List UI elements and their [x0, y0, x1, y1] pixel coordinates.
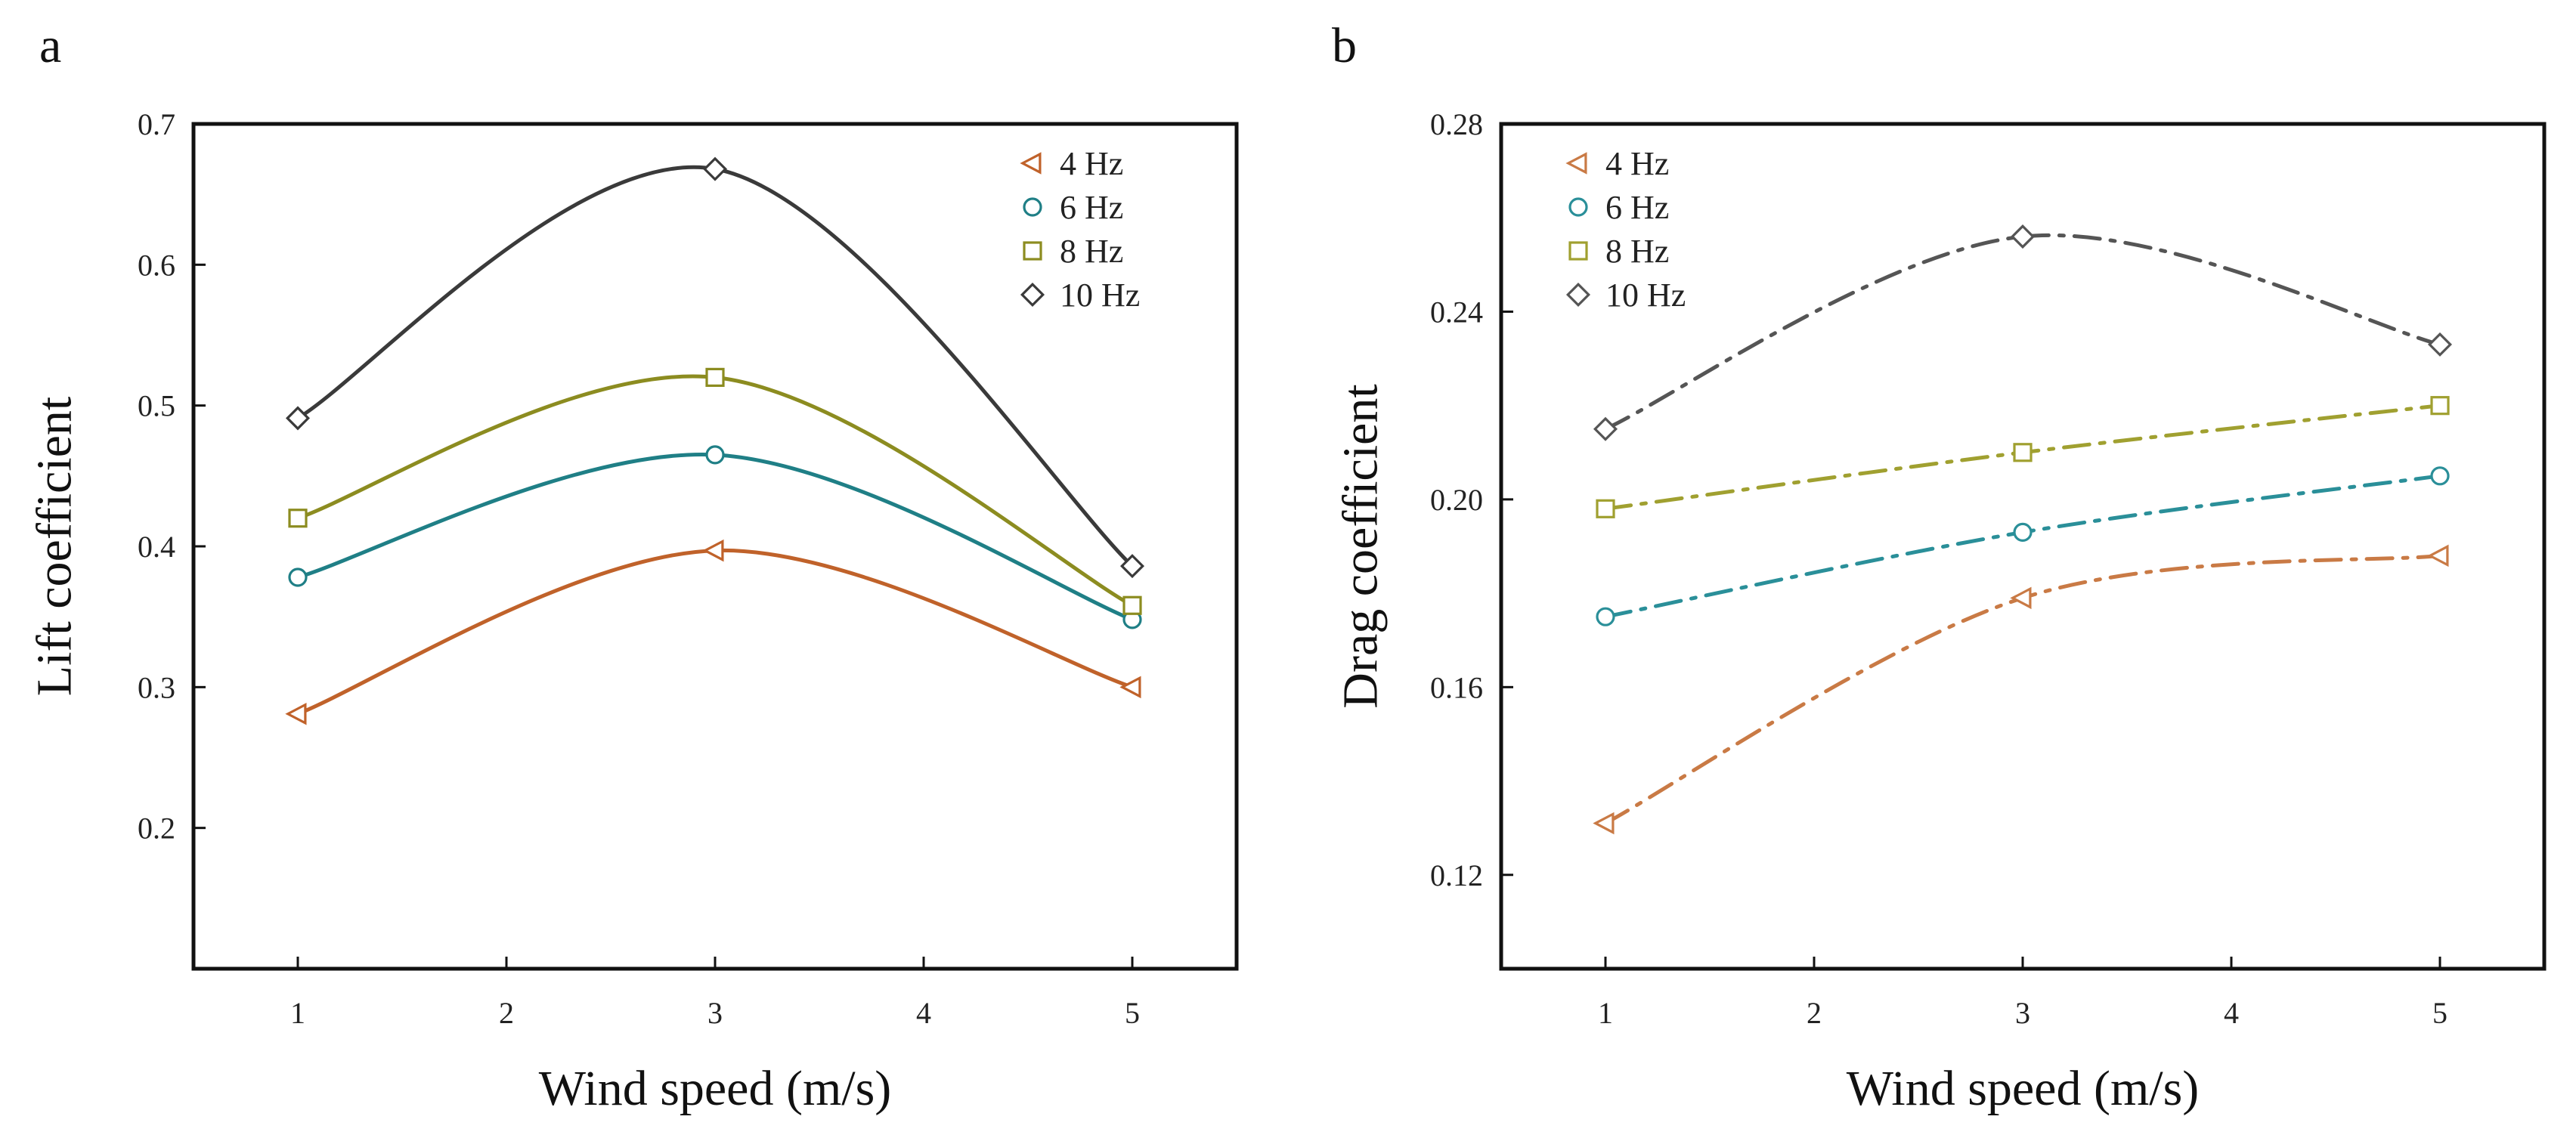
legend-label: 4 Hz	[1060, 145, 1123, 182]
x-tick-label: 4	[916, 996, 931, 1030]
x-tick-label: 2	[499, 996, 514, 1030]
legend-label: 4 Hz	[1605, 145, 1669, 182]
data-point-6hz	[2430, 466, 2450, 486]
data-point-6hz	[1596, 607, 1615, 626]
y-tick-label: 0.7	[138, 107, 175, 141]
y-tick-label: 0.4	[138, 530, 175, 564]
x-tick-label: 1	[290, 996, 305, 1030]
x-axis-title: Wind speed (m/s)	[1847, 1061, 2200, 1116]
y-tick-label: 0.5	[138, 389, 175, 423]
data-point-8hz	[2013, 443, 2033, 462]
data-point-6hz	[2013, 522, 2033, 542]
y-tick-label: 0.6	[138, 248, 175, 282]
panel-letter-a: a	[39, 18, 61, 73]
y-tick-label: 0.2	[138, 812, 175, 846]
data-point-8hz	[1122, 595, 1142, 615]
data-point-4hz	[1119, 676, 1141, 699]
y-tick-label: 0.12	[1430, 858, 1483, 892]
x-tick-label: 4	[2224, 996, 2239, 1030]
legend-label: 8 Hz	[1060, 233, 1123, 270]
x-tick-label: 1	[1598, 996, 1613, 1030]
panel-letter-b: b	[1332, 18, 1357, 73]
legend-marker	[1565, 282, 1591, 308]
legend-label: 6 Hz	[1060, 189, 1123, 226]
x-tick-label: 5	[2432, 996, 2448, 1030]
data-point-6hz	[288, 567, 308, 587]
series-line-10hz	[1603, 233, 2442, 431]
legend-marker	[1023, 197, 1042, 217]
legend-marker	[1568, 241, 1588, 261]
data-point-10hz	[285, 406, 311, 431]
series-line-8hz	[296, 374, 1135, 608]
legend-label: 8 Hz	[1605, 233, 1669, 270]
data-point-10hz	[1593, 416, 1618, 441]
x-axis-title: Wind speed (m/s)	[539, 1061, 892, 1116]
legend-label: 10 Hz	[1605, 277, 1686, 314]
x-tick-label: 3	[707, 996, 723, 1030]
legend-marker	[1565, 152, 1587, 175]
x-tick-label: 5	[1125, 996, 1140, 1030]
y-tick-label: 0.20	[1430, 483, 1483, 517]
x-tick-label: 3	[2015, 996, 2030, 1030]
data-point-10hz	[1119, 554, 1145, 579]
legend-label: 10 Hz	[1060, 277, 1140, 314]
data-point-4hz	[285, 702, 307, 725]
legend-marker	[1020, 282, 1045, 308]
drag-coefficient-chart: 1 2 3 4 5 0.12 0.16 0.20 0.24 0.28 4 Hz 6 Hz 8 Hz 10…	[1333, 107, 2547, 1116]
data-point-8hz	[2430, 396, 2450, 416]
legend-label: 6 Hz	[1605, 189, 1669, 226]
data-point-6hz	[705, 445, 725, 465]
y-tick-label: 0.3	[138, 670, 175, 704]
y-tick-label: 0.24	[1430, 295, 1483, 329]
y-tick-label: 0.28	[1430, 107, 1483, 141]
y-axis-title: Lift coefficient	[27, 397, 82, 696]
data-point-4hz	[702, 539, 724, 562]
series-line-10hz	[296, 165, 1135, 568]
data-point-4hz	[2427, 544, 2449, 567]
x-tick-label: 2	[1807, 996, 1822, 1030]
data-point-4hz	[1593, 812, 1615, 835]
y-tick-label: 0.16	[1430, 670, 1483, 704]
series-line-6hz	[296, 452, 1135, 622]
data-point-10hz	[702, 156, 728, 181]
legend-marker	[1020, 152, 1042, 175]
legend-marker	[1568, 197, 1588, 217]
lift-coefficient-chart: 1 2 3 4 5 0.2 0.3 0.4 0.5 0.6 0.7 4 Hz 6 Hz 8 Hz 10 H…	[27, 107, 1239, 1116]
data-point-8hz	[705, 367, 725, 387]
data-point-10hz	[2427, 332, 2453, 357]
data-point-8hz	[288, 509, 308, 528]
data-point-4hz	[2010, 586, 2032, 610]
data-point-10hz	[2010, 224, 2036, 249]
y-axis-title: Drag coefficient	[1333, 384, 1389, 708]
legend-marker	[1023, 241, 1042, 261]
data-point-8hz	[1596, 499, 1615, 518]
series-line-4hz	[296, 549, 1135, 716]
